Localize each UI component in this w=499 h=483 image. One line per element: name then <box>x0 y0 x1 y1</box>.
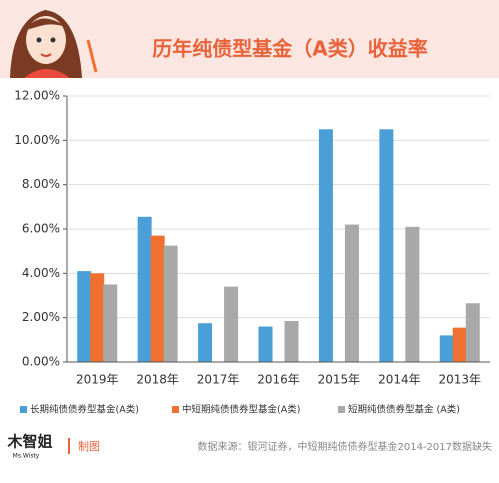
illustration <box>10 10 98 78</box>
x-tick-label: 2015年 <box>318 373 361 387</box>
header-band <box>0 0 499 78</box>
legend-swatch <box>20 406 27 413</box>
bar <box>379 129 394 362</box>
bar <box>198 323 213 362</box>
legend-swatch <box>338 406 345 413</box>
legend-swatch <box>172 406 179 413</box>
bar <box>284 320 299 362</box>
bar <box>439 335 454 362</box>
y-tick-label: 10.00% <box>14 133 60 147</box>
x-tick-label: 2014年 <box>378 373 421 387</box>
x-tick-label: 2019年 <box>76 373 119 387</box>
legend-label: 短期纯债债券型基金 (A类) <box>348 404 460 416</box>
logo-box <box>14 436 54 458</box>
x-tick-label: 2016年 <box>257 373 300 387</box>
y-tick-label: 8.00% <box>22 177 60 191</box>
bar <box>258 326 273 362</box>
bar <box>77 271 92 362</box>
bar <box>465 303 480 362</box>
y-tick-label: 0.00% <box>22 355 60 369</box>
y-tick-label: 12.00% <box>14 89 60 103</box>
legend-label: 长期纯债债券型基金(A类) <box>30 404 139 416</box>
bar <box>137 216 152 362</box>
credit: 制图 <box>78 440 100 453</box>
bar <box>452 327 467 362</box>
logo: 木智姐 <box>6 433 52 451</box>
y-tick-label: 6.00% <box>22 222 60 236</box>
bar <box>90 273 105 362</box>
logo-sub: Ms.Wisty <box>13 453 40 460</box>
bar <box>224 286 239 362</box>
divider <box>68 438 70 454</box>
bar <box>150 235 165 362</box>
bar <box>344 224 359 362</box>
source: 数据来源：银河证券，中短期纯债债券型基金2014-2017数据缺失 <box>197 440 492 453</box>
legend-label: 中短期纯债债券型基金(A类) <box>182 404 300 416</box>
x-tick-label: 2018年 <box>136 373 179 387</box>
x-tick-label: 2013年 <box>439 373 482 387</box>
bar <box>163 245 178 362</box>
bar <box>318 129 333 362</box>
y-tick-label: 2.00% <box>22 310 60 324</box>
x-tick-label: 2017年 <box>197 373 240 387</box>
y-tick-label: 4.00% <box>22 266 60 280</box>
bar <box>103 284 118 362</box>
bar <box>405 226 420 362</box>
chart-title: 历年纯债型基金（A类）收益率 <box>152 37 427 61</box>
